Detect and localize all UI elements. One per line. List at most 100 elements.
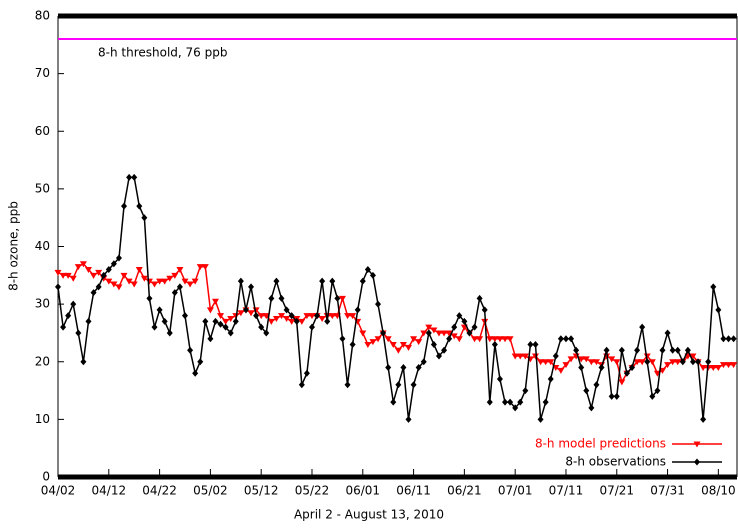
data-point xyxy=(730,362,738,369)
data-point xyxy=(531,353,539,360)
data-point xyxy=(420,330,428,337)
x-tick-label: 06/21 xyxy=(447,484,482,498)
data-point xyxy=(110,281,118,288)
data-point xyxy=(384,336,392,343)
data-point xyxy=(334,294,341,302)
data-point xyxy=(211,298,219,305)
data-point xyxy=(511,353,519,360)
data-point xyxy=(649,392,656,400)
data-point xyxy=(486,336,494,343)
data-point xyxy=(654,387,661,395)
data-point xyxy=(400,364,407,372)
data-point xyxy=(364,266,371,274)
data-point xyxy=(338,295,346,302)
data-point xyxy=(455,336,463,343)
data-point xyxy=(512,404,519,412)
threshold-label: 8-h threshold, 76 ppb xyxy=(98,46,227,60)
data-point xyxy=(364,341,372,348)
data-point xyxy=(207,335,214,343)
x-tick-label: 05/12 xyxy=(244,484,279,498)
data-point xyxy=(217,313,225,320)
legend-label: 8-h model predictions xyxy=(535,437,666,451)
data-point xyxy=(562,335,569,343)
data-point xyxy=(592,359,600,366)
data-point xyxy=(298,381,305,389)
data-point xyxy=(293,317,300,325)
data-point xyxy=(568,335,575,343)
data-point xyxy=(120,272,128,279)
x-tick-label: 06/11 xyxy=(396,484,431,498)
data-point xyxy=(257,313,265,320)
data-point xyxy=(85,317,92,325)
data-point xyxy=(115,254,122,262)
data-point xyxy=(593,381,600,389)
data-point xyxy=(197,358,204,366)
data-point xyxy=(573,346,580,354)
y-tick-label: 80 xyxy=(35,9,50,23)
data-point xyxy=(349,313,357,320)
data-point xyxy=(476,294,483,302)
data-point xyxy=(328,313,336,320)
data-point xyxy=(70,300,77,308)
data-point xyxy=(136,202,143,210)
data-point xyxy=(517,398,524,406)
data-point xyxy=(151,323,158,331)
data-point xyxy=(385,364,392,372)
data-point xyxy=(506,336,514,343)
data-point xyxy=(689,353,697,360)
data-point xyxy=(502,398,509,406)
data-point xyxy=(156,278,164,285)
data-point xyxy=(634,346,641,354)
data-point xyxy=(283,306,290,314)
data-point xyxy=(232,317,239,325)
data-point xyxy=(644,358,651,366)
series-line xyxy=(57,176,734,420)
data-point xyxy=(268,294,275,302)
data-point xyxy=(227,316,235,323)
data-point xyxy=(405,415,412,423)
data-point xyxy=(151,281,159,288)
y-tick-label: 40 xyxy=(35,239,50,253)
data-point xyxy=(95,283,102,291)
data-point xyxy=(521,353,529,360)
data-point xyxy=(369,339,377,346)
data-point xyxy=(181,312,188,320)
data-point xyxy=(90,272,98,279)
data-point xyxy=(84,267,92,274)
data-point xyxy=(344,381,351,389)
data-point xyxy=(146,294,153,302)
data-point xyxy=(522,387,529,395)
data-point xyxy=(450,333,458,340)
data-point xyxy=(476,336,484,343)
data-point xyxy=(710,283,717,291)
data-point xyxy=(445,330,453,337)
x-axis-label: April 2 - August 13, 2010 xyxy=(294,508,444,522)
data-point xyxy=(410,336,418,343)
x-tick-label: 07/31 xyxy=(650,484,685,498)
data-point xyxy=(192,369,199,377)
data-point xyxy=(613,359,621,366)
x-tick-label: 04/12 xyxy=(92,484,127,498)
data-point xyxy=(181,278,189,285)
data-point xyxy=(598,364,605,372)
data-point xyxy=(308,323,315,331)
data-point xyxy=(399,341,407,348)
y-tick-label: 60 xyxy=(35,124,50,138)
legend-marker xyxy=(693,441,701,448)
data-point xyxy=(140,275,148,282)
data-point xyxy=(105,266,112,274)
data-point xyxy=(359,277,366,285)
data-point xyxy=(664,362,672,369)
data-point xyxy=(532,340,539,348)
data-point xyxy=(131,173,138,181)
data-point xyxy=(59,272,67,279)
data-point xyxy=(344,313,352,320)
data-point xyxy=(552,352,559,360)
data-point xyxy=(303,369,310,377)
data-point xyxy=(395,381,402,389)
data-point xyxy=(278,313,286,320)
data-point xyxy=(578,364,585,372)
data-point xyxy=(64,272,72,279)
data-point xyxy=(201,264,209,271)
data-point xyxy=(156,306,163,314)
